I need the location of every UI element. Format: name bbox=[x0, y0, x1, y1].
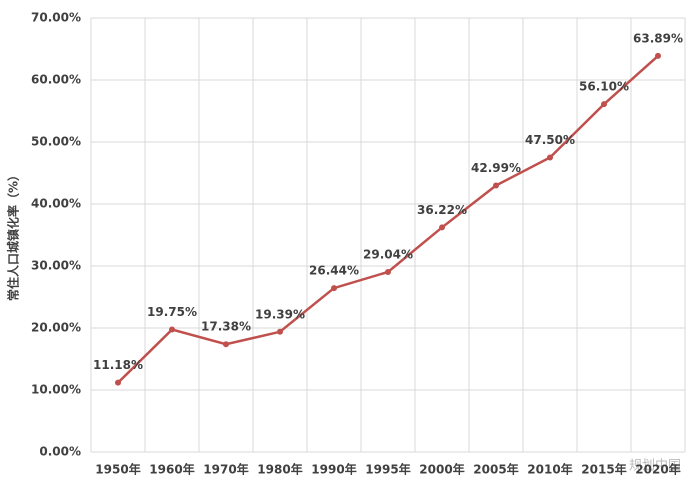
data-label: 47.50% bbox=[525, 133, 575, 147]
y-tick-label: 60.00% bbox=[31, 73, 81, 87]
x-tick-label: 2015年 bbox=[581, 462, 626, 477]
x-tick-label: 1995年 bbox=[365, 462, 410, 477]
x-tick-label: 2020年 bbox=[635, 462, 680, 477]
x-tick-label: 1960年 bbox=[149, 462, 194, 477]
y-tick-label: 0.00% bbox=[39, 445, 81, 459]
data-label: 19.39% bbox=[255, 307, 305, 321]
point bbox=[115, 379, 121, 386]
y-tick-label: 10.00% bbox=[31, 383, 81, 397]
watermark: 规划中国 bbox=[629, 459, 681, 474]
x-tick-label: 2005年 bbox=[473, 462, 518, 477]
point bbox=[655, 52, 661, 59]
point bbox=[277, 328, 283, 335]
x-tick-label: 2010年 bbox=[527, 462, 572, 477]
data-label: 42.99% bbox=[471, 161, 521, 175]
point bbox=[493, 182, 499, 189]
point bbox=[601, 101, 607, 108]
data-label: 63.89% bbox=[633, 31, 683, 45]
x-tick-label: 1970年 bbox=[203, 462, 248, 477]
point bbox=[385, 268, 391, 275]
point bbox=[169, 326, 175, 333]
data-label: 17.38% bbox=[201, 320, 251, 334]
y-tick-label: 30.00% bbox=[31, 259, 81, 273]
x-tick-label: 1990年 bbox=[311, 462, 356, 477]
y-tick-label: 40.00% bbox=[31, 197, 81, 211]
y-tick-label: 20.00% bbox=[31, 321, 81, 335]
y-axis-label: 常住人口城镇化率（%） bbox=[6, 169, 21, 301]
data-label: 36.22% bbox=[417, 203, 467, 217]
x-tick-label: 2000年 bbox=[419, 462, 464, 477]
data-label: 26.44% bbox=[309, 264, 359, 278]
x-tick-label: 1980年 bbox=[257, 462, 302, 477]
data-label: 11.18% bbox=[93, 358, 143, 372]
point bbox=[223, 341, 229, 348]
x-tick-label: 1950年 bbox=[95, 462, 140, 477]
point bbox=[331, 285, 337, 292]
point bbox=[547, 154, 553, 161]
y-tick-label: 50.00% bbox=[31, 135, 81, 149]
point bbox=[439, 224, 445, 231]
data-label: 19.75% bbox=[147, 305, 197, 319]
data-label: 56.10% bbox=[579, 80, 629, 94]
y-tick-label: 70.00% bbox=[31, 11, 81, 25]
data-label: 29.04% bbox=[363, 247, 413, 261]
